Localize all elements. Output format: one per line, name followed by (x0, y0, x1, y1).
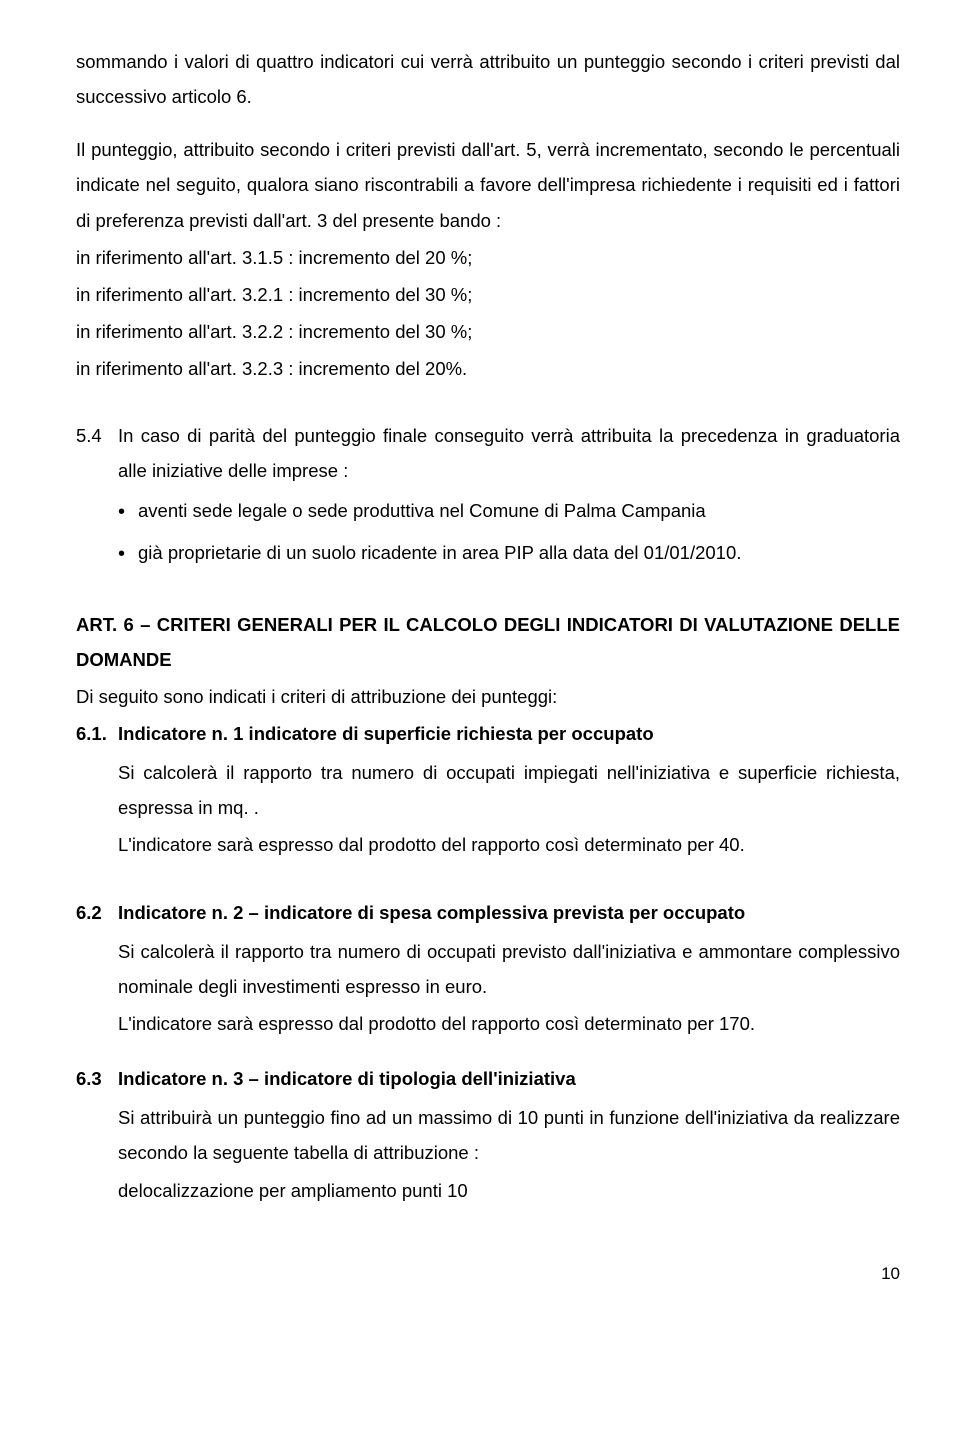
item-6-2-title: Indicatore n. 2 – indicatore di spesa co… (118, 895, 900, 930)
item-6-3-title: Indicatore n. 3 – indicatore di tipologi… (118, 1061, 900, 1096)
item-6-3-num: 6.3 (76, 1061, 118, 1096)
item-6-1-p1: Si calcolerà il rapporto tra numero di o… (118, 755, 900, 825)
para-intro-1: sommando i valori di quattro indicatori … (76, 44, 900, 114)
item-6-2-p1: Si calcolerà il rapporto tra numero di o… (118, 934, 900, 1004)
line-322: in riferimento all'art. 3.2.2 : incremen… (76, 314, 900, 349)
item-6-2-p2: L'indicatore sarà espresso dal prodotto … (118, 1006, 900, 1041)
item-5-4: 5.4 In caso di parità del punteggio fina… (76, 418, 900, 488)
line-323: in riferimento all'art. 3.2.3 : incremen… (76, 351, 900, 386)
item-6-1-p2: L'indicatore sarà espresso dal prodotto … (118, 827, 900, 862)
bullet-suolo: già proprietarie di un suolo ricadente i… (76, 535, 900, 573)
art6-heading: ART. 6 – CRITERI GENERALI PER IL CALCOLO… (76, 607, 900, 677)
item-6-2-num: 6.2 (76, 895, 118, 930)
line-315: in riferimento all'art. 3.1.5 : incremen… (76, 240, 900, 275)
item-6-3: 6.3 Indicatore n. 3 – indicatore di tipo… (76, 1061, 900, 1096)
item-6-3-p2: delocalizzazione per ampliamento punti 1… (118, 1173, 900, 1208)
para-intro-2: Il punteggio, attribuito secondo i crite… (76, 132, 900, 237)
item-6-2: 6.2 Indicatore n. 2 – indicatore di spes… (76, 895, 900, 930)
item-5-4-num: 5.4 (76, 418, 118, 488)
item-6-1-num: 6.1. (76, 716, 118, 751)
art6-intro: Di seguito sono indicati i criteri di at… (76, 679, 900, 714)
item-6-3-p1: Si attribuirà un punteggio fino ad un ma… (118, 1100, 900, 1170)
bullet-sede: aventi sede legale o sede produttiva nel… (76, 493, 900, 531)
item-5-4-body: In caso di parità del punteggio finale c… (118, 418, 900, 488)
item-6-1: 6.1. Indicatore n. 1 indicatore di super… (76, 716, 900, 751)
page-number: 10 (76, 1258, 900, 1290)
item-6-1-title: Indicatore n. 1 indicatore di superficie… (118, 716, 900, 751)
line-321: in riferimento all'art. 3.2.1 : incremen… (76, 277, 900, 312)
